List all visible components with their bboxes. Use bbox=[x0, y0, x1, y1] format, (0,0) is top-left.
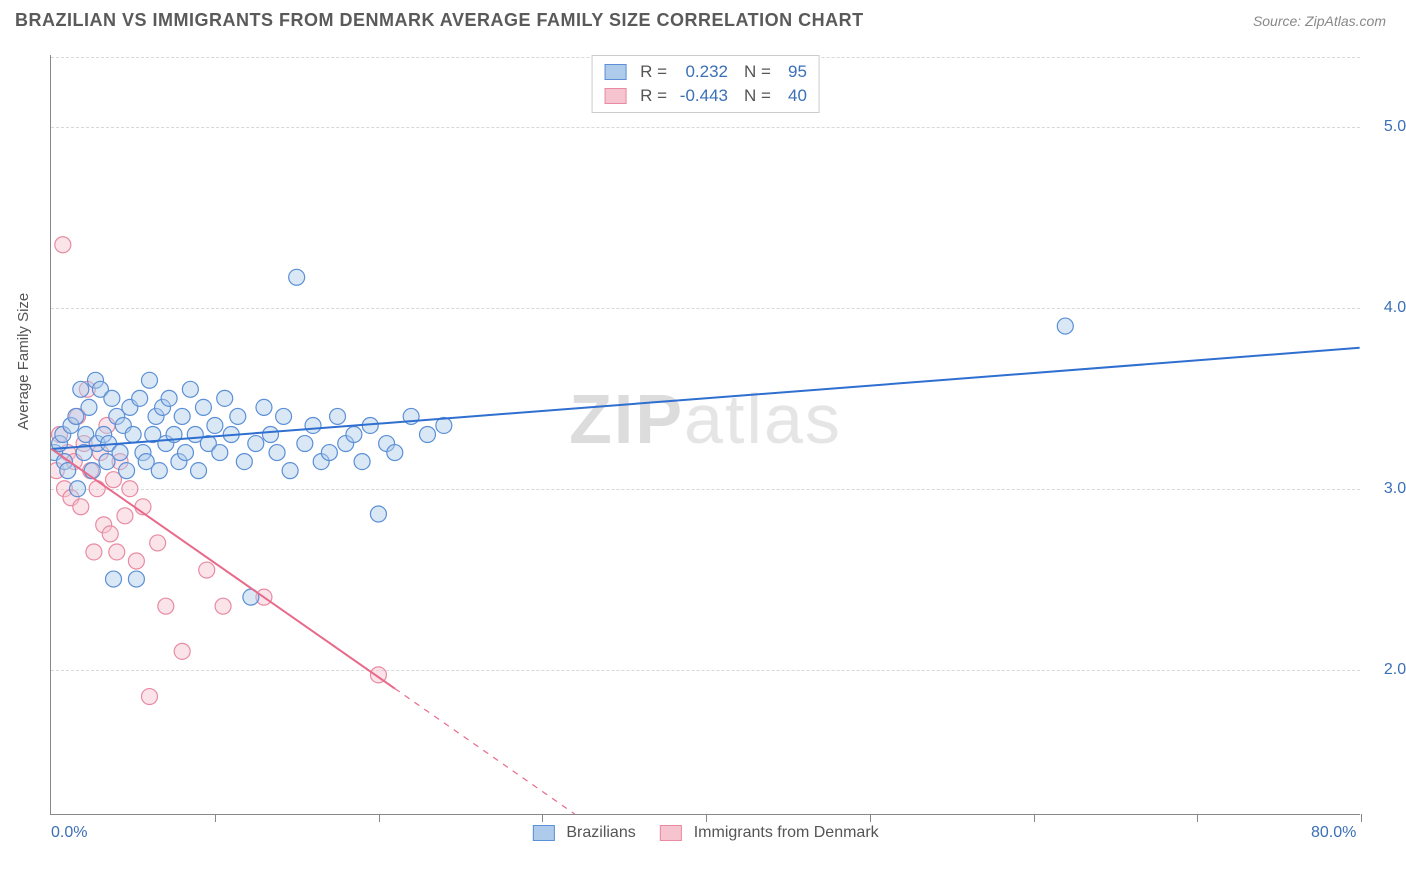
data-point bbox=[215, 598, 231, 614]
data-point bbox=[420, 427, 436, 443]
ytick-label: 4.00 bbox=[1384, 299, 1406, 317]
data-point bbox=[89, 481, 105, 497]
data-point bbox=[73, 499, 89, 515]
xtick-label: 80.0% bbox=[1311, 824, 1356, 842]
xtick bbox=[1361, 814, 1362, 822]
data-point bbox=[282, 463, 298, 479]
data-point bbox=[217, 390, 233, 406]
data-point bbox=[70, 481, 86, 497]
data-point bbox=[161, 390, 177, 406]
data-point bbox=[256, 399, 272, 415]
data-point bbox=[276, 408, 292, 424]
data-point bbox=[141, 689, 157, 705]
data-point bbox=[73, 381, 89, 397]
legend-item-2: Immigrants from Denmark bbox=[660, 824, 879, 842]
xtick-label: 0.0% bbox=[51, 824, 87, 842]
data-point bbox=[86, 544, 102, 560]
data-point bbox=[263, 427, 279, 443]
xtick bbox=[706, 814, 707, 822]
trend-line-dashed bbox=[395, 689, 575, 814]
xtick bbox=[1034, 814, 1035, 822]
xtick bbox=[870, 814, 871, 822]
data-point bbox=[182, 381, 198, 397]
data-point bbox=[269, 445, 285, 461]
chart-source: Source: ZipAtlas.com bbox=[1253, 13, 1386, 29]
swatch-icon bbox=[532, 825, 554, 841]
data-point bbox=[174, 643, 190, 659]
data-point bbox=[106, 571, 122, 587]
data-point bbox=[102, 526, 118, 542]
data-point bbox=[354, 454, 370, 470]
swatch-icon bbox=[660, 825, 682, 841]
data-point bbox=[236, 454, 252, 470]
swatch-series-2 bbox=[604, 88, 626, 104]
data-point bbox=[109, 544, 125, 560]
stats-row-1: R = 0.232 N = 95 bbox=[604, 60, 807, 84]
data-point bbox=[177, 445, 193, 461]
data-point bbox=[81, 399, 97, 415]
xtick bbox=[542, 814, 543, 822]
data-point bbox=[230, 408, 246, 424]
stats-row-2: R = -0.443 N = 40 bbox=[604, 84, 807, 108]
chart-header: BRAZILIAN VS IMMIGRANTS FROM DENMARK AVE… bbox=[0, 0, 1406, 36]
trend-line bbox=[51, 348, 1359, 449]
data-point bbox=[55, 237, 71, 253]
data-point bbox=[128, 553, 144, 569]
y-axis-label: Average Family Size bbox=[15, 293, 32, 430]
data-point bbox=[104, 390, 120, 406]
data-point bbox=[112, 445, 128, 461]
data-point bbox=[150, 535, 166, 551]
data-point bbox=[128, 571, 144, 587]
data-point bbox=[1057, 318, 1073, 334]
trend-line bbox=[51, 449, 394, 689]
swatch-series-1 bbox=[604, 64, 626, 80]
data-point bbox=[122, 481, 138, 497]
data-point bbox=[84, 463, 100, 479]
legend-item-1: Brazilians bbox=[532, 824, 635, 842]
data-point bbox=[248, 436, 264, 452]
ytick-label: 3.00 bbox=[1384, 480, 1406, 498]
data-point bbox=[132, 390, 148, 406]
scatter-plot-svg bbox=[51, 55, 1360, 814]
data-point bbox=[212, 445, 228, 461]
series-legend: Brazilians Immigrants from Denmark bbox=[532, 824, 878, 842]
data-point bbox=[297, 436, 313, 452]
data-point bbox=[346, 427, 362, 443]
data-point bbox=[158, 598, 174, 614]
data-point bbox=[119, 463, 135, 479]
data-point bbox=[125, 427, 141, 443]
data-point bbox=[151, 463, 167, 479]
data-point bbox=[191, 463, 207, 479]
data-point bbox=[289, 269, 305, 285]
data-point bbox=[199, 562, 215, 578]
stats-legend: R = 0.232 N = 95 R = -0.443 N = 40 bbox=[591, 55, 820, 113]
data-point bbox=[330, 408, 346, 424]
chart-plot-area: ZIPatlas R = 0.232 N = 95 R = -0.443 N =… bbox=[50, 55, 1360, 815]
data-point bbox=[195, 399, 211, 415]
data-point bbox=[370, 506, 386, 522]
data-point bbox=[207, 417, 223, 433]
xtick bbox=[215, 814, 216, 822]
ytick-label: 5.00 bbox=[1384, 118, 1406, 136]
xtick bbox=[379, 814, 380, 822]
data-point bbox=[387, 445, 403, 461]
data-point bbox=[141, 372, 157, 388]
data-point bbox=[174, 408, 190, 424]
chart-title: BRAZILIAN VS IMMIGRANTS FROM DENMARK AVE… bbox=[15, 10, 864, 31]
data-point bbox=[305, 417, 321, 433]
xtick bbox=[1197, 814, 1198, 822]
ytick-label: 2.00 bbox=[1384, 661, 1406, 679]
data-point bbox=[321, 445, 337, 461]
data-point bbox=[117, 508, 133, 524]
